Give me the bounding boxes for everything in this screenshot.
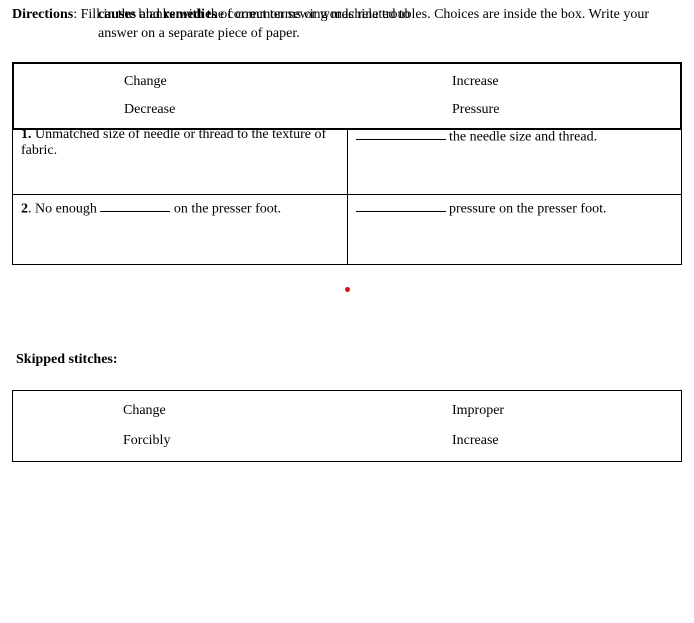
directions-label: Directions <box>12 7 73 22</box>
choice-row: Forcibly Increase <box>13 423 681 461</box>
blank-line[interactable] <box>356 199 446 212</box>
qa-table: 1. Unmatched size of needle or thread to… <box>12 124 682 265</box>
choice-cell: Forcibly <box>13 423 352 461</box>
choice-cell: Pressure <box>352 94 680 128</box>
directions-bold-remedies: remedies <box>163 7 216 22</box>
directions-bold-causes: causes <box>98 7 136 22</box>
choice-row: Change Improper <box>13 391 681 423</box>
choice-cell: Decrease <box>14 94 352 128</box>
q1-remedy-text: the needle size and thread. <box>446 129 598 144</box>
blank-line[interactable] <box>100 199 170 212</box>
q1-remedy-cell: the needle size and thread. <box>347 124 682 194</box>
directions-indent: causes and remedies of common sewing mac… <box>98 6 682 44</box>
choice-row: Decrease Pressure <box>14 94 680 128</box>
q1-cause-cell: 1. Unmatched size of needle or thread to… <box>13 124 348 194</box>
choice-cell: Change <box>13 391 352 423</box>
q2-remedy-text: pressure on the presser foot. <box>446 201 607 216</box>
q2-cause-text-a: . No enough <box>28 201 100 216</box>
q2-remedy-cell: pressure on the presser foot. <box>347 194 682 264</box>
choice-cell: Change <box>14 64 352 94</box>
choice-row: Change Increase <box>14 64 680 94</box>
directions-and: and <box>136 7 163 22</box>
table-row: 1. Unmatched size of needle or thread to… <box>13 124 682 194</box>
choice-box-2: Change Improper Forcibly Increase <box>12 390 682 462</box>
red-dot-icon <box>345 287 350 292</box>
table-row: 2. No enough on the presser foot. pressu… <box>13 194 682 264</box>
worksheet-page: Directions: Fill in the blanks with the … <box>0 0 694 474</box>
choice-box-1: Change Increase Decrease Pressure <box>12 62 682 130</box>
q1-cause-text: Unmatched size of needle or thread to th… <box>21 127 326 158</box>
q2-cause-cell: 2. No enough on the presser foot. <box>13 194 348 264</box>
section-title-skipped: Skipped stitches: <box>16 352 682 368</box>
directions-paragraph: Directions: Fill in the blanks with the … <box>12 6 682 44</box>
choice-cell: Increase <box>352 423 681 461</box>
q2-cause-text-b: on the presser foot. <box>170 201 281 216</box>
choice-cell: Improper <box>352 391 681 423</box>
q2-number: 2 <box>21 201 28 216</box>
choice-cell: Increase <box>352 64 680 94</box>
